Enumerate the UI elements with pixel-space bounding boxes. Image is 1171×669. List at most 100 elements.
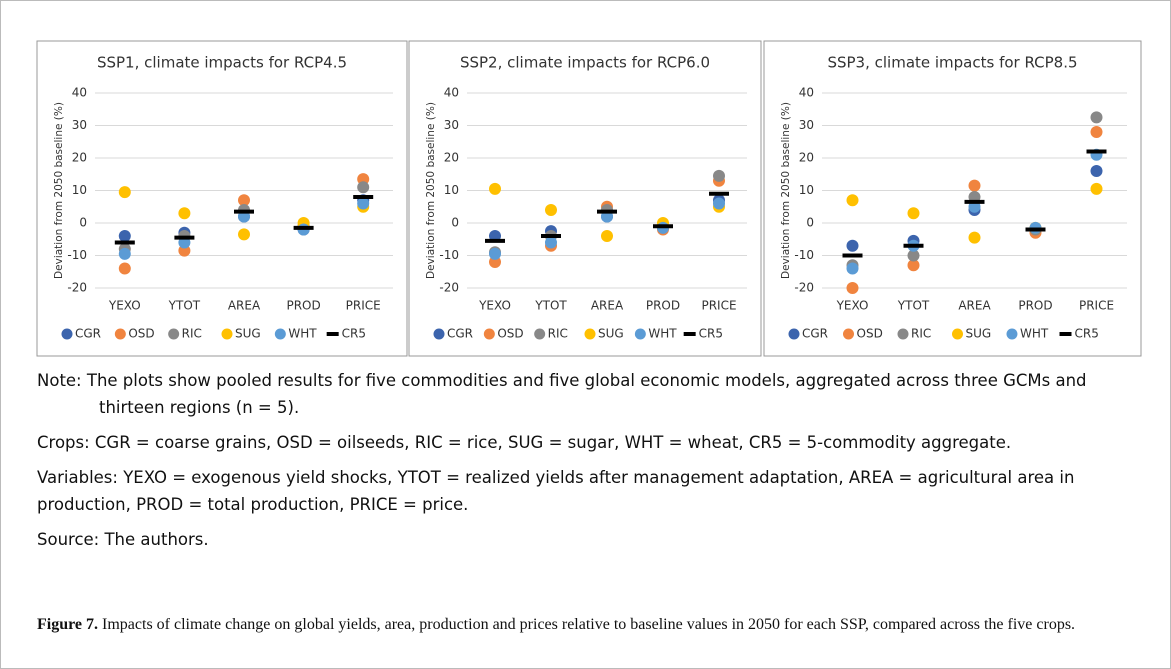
x-tick-label: PRICE [1079,299,1114,313]
y-tick-label: 0 [451,216,459,230]
panel-border [408,40,762,357]
dash-marker [597,209,617,214]
note: Variables: YEXO = exogenous yield shocks… [37,468,1075,514]
legend-label: CR5 [342,327,366,341]
x-tick-label: PRICE [701,299,736,313]
y-tick-label: -20 [67,281,87,295]
legend-swatch [274,328,286,340]
y-tick-label: 20 [444,151,459,165]
legend-swatch [788,328,800,340]
dash-marker [114,240,135,245]
x-tick-label: AREA [228,299,261,313]
caption: Figure 7. Impacts of climate change on g… [37,614,1137,636]
y-tick-label: 0 [806,216,814,230]
dot-marker [968,179,981,192]
dot-marker [968,231,981,244]
legend-swatch [584,328,596,340]
dot-marker [907,259,920,272]
legend-swatch [114,328,126,340]
dash-marker [353,195,374,199]
legend-label: RIC [548,327,568,341]
legend-swatch [1006,328,1018,340]
dot-marker [846,239,859,252]
dot-marker [357,197,370,210]
panel-border [763,40,1142,357]
legend-swatch [61,328,73,340]
y-tick-label: -10 [439,248,459,262]
dot-marker [178,207,191,220]
legend-label: SUG [235,327,261,341]
dot-marker [1090,126,1103,138]
dot-marker [713,197,725,210]
legend-label: OSD [497,327,523,341]
x-tick-label: YEXO [836,299,869,313]
legend-label: CGR [75,327,101,341]
dash-marker [709,191,729,196]
dot-marker [846,282,859,294]
x-tick-label: PROD [646,299,680,313]
panel-border [36,40,408,357]
note: Note: The plots show pooled results for … [37,371,1087,417]
x-tick-label: YTOT [168,299,201,313]
dot-marker [907,249,920,262]
notes: Note: The plots show pooled results for … [37,367,1152,561]
y-tick-label: -20 [794,281,814,295]
dot-marker [846,262,859,275]
y-tick-label: 30 [72,118,87,132]
x-tick-label: PRICE [346,299,381,313]
legend-swatch [683,332,696,336]
y-tick-label: 10 [444,183,459,197]
legend-swatch [433,328,445,340]
dot-marker [907,207,920,220]
y-tick-label: 20 [72,151,87,165]
dash-marker [842,253,863,258]
y-tick-label: -10 [794,248,814,262]
dot-marker [357,181,370,194]
y-tick-label: 30 [799,118,814,132]
x-tick-label: YTOT [534,299,567,313]
legend-swatch [483,328,495,340]
y-tick-label: 20 [799,151,814,165]
charts: SSP1, climate impacts for RCP4.5 Deviatio… [36,40,1142,357]
dash-marker [1086,149,1107,154]
dot-marker [545,236,557,249]
legend-swatch [897,328,909,340]
chart-title: SSP3, climate impacts for RCP8.5 [827,54,1077,72]
dash-marker [293,225,314,230]
x-tick-label: YEXO [478,299,511,313]
legend-swatch [952,328,963,340]
legend-label: OSD [128,327,154,341]
legend-label: OSD [857,327,883,341]
dot-marker [238,228,250,241]
dash-marker [1025,227,1046,232]
legend-label: CR5 [699,327,723,341]
legend-swatch [221,328,233,340]
legend-label: SUG [598,327,624,341]
legend-swatch [1059,332,1072,336]
legend-label: CGR [802,327,828,341]
x-tick-label: YTOT [897,299,930,313]
dot-marker [1090,165,1103,177]
legend-label: SUG [966,327,992,341]
dash-marker [653,224,673,229]
dot-marker [118,230,131,242]
dash-marker [541,234,561,238]
legend-label: CR5 [1075,327,1099,341]
chart-title: SSP2, climate impacts for RCP6.0 [460,54,710,72]
y-axis-label: Deviation from 2050 baseline (%) [780,102,792,279]
legend-swatch [634,328,646,340]
legend-swatch [843,328,854,340]
y-tick-label: 30 [444,118,459,132]
y-tick-label: 0 [79,216,87,230]
dot-marker [713,169,725,182]
dot-marker [238,194,250,207]
caption-text: Impacts of climate change on global yiel… [102,616,1076,633]
y-tick-label: 10 [72,183,87,197]
x-tick-label: AREA [958,299,991,313]
dot-marker [601,230,613,242]
dash-marker [485,238,505,243]
x-tick-label: PROD [1018,299,1052,313]
note: Source: The authors. [37,530,209,549]
legend-swatch [326,332,339,336]
dash-marker [174,235,195,240]
